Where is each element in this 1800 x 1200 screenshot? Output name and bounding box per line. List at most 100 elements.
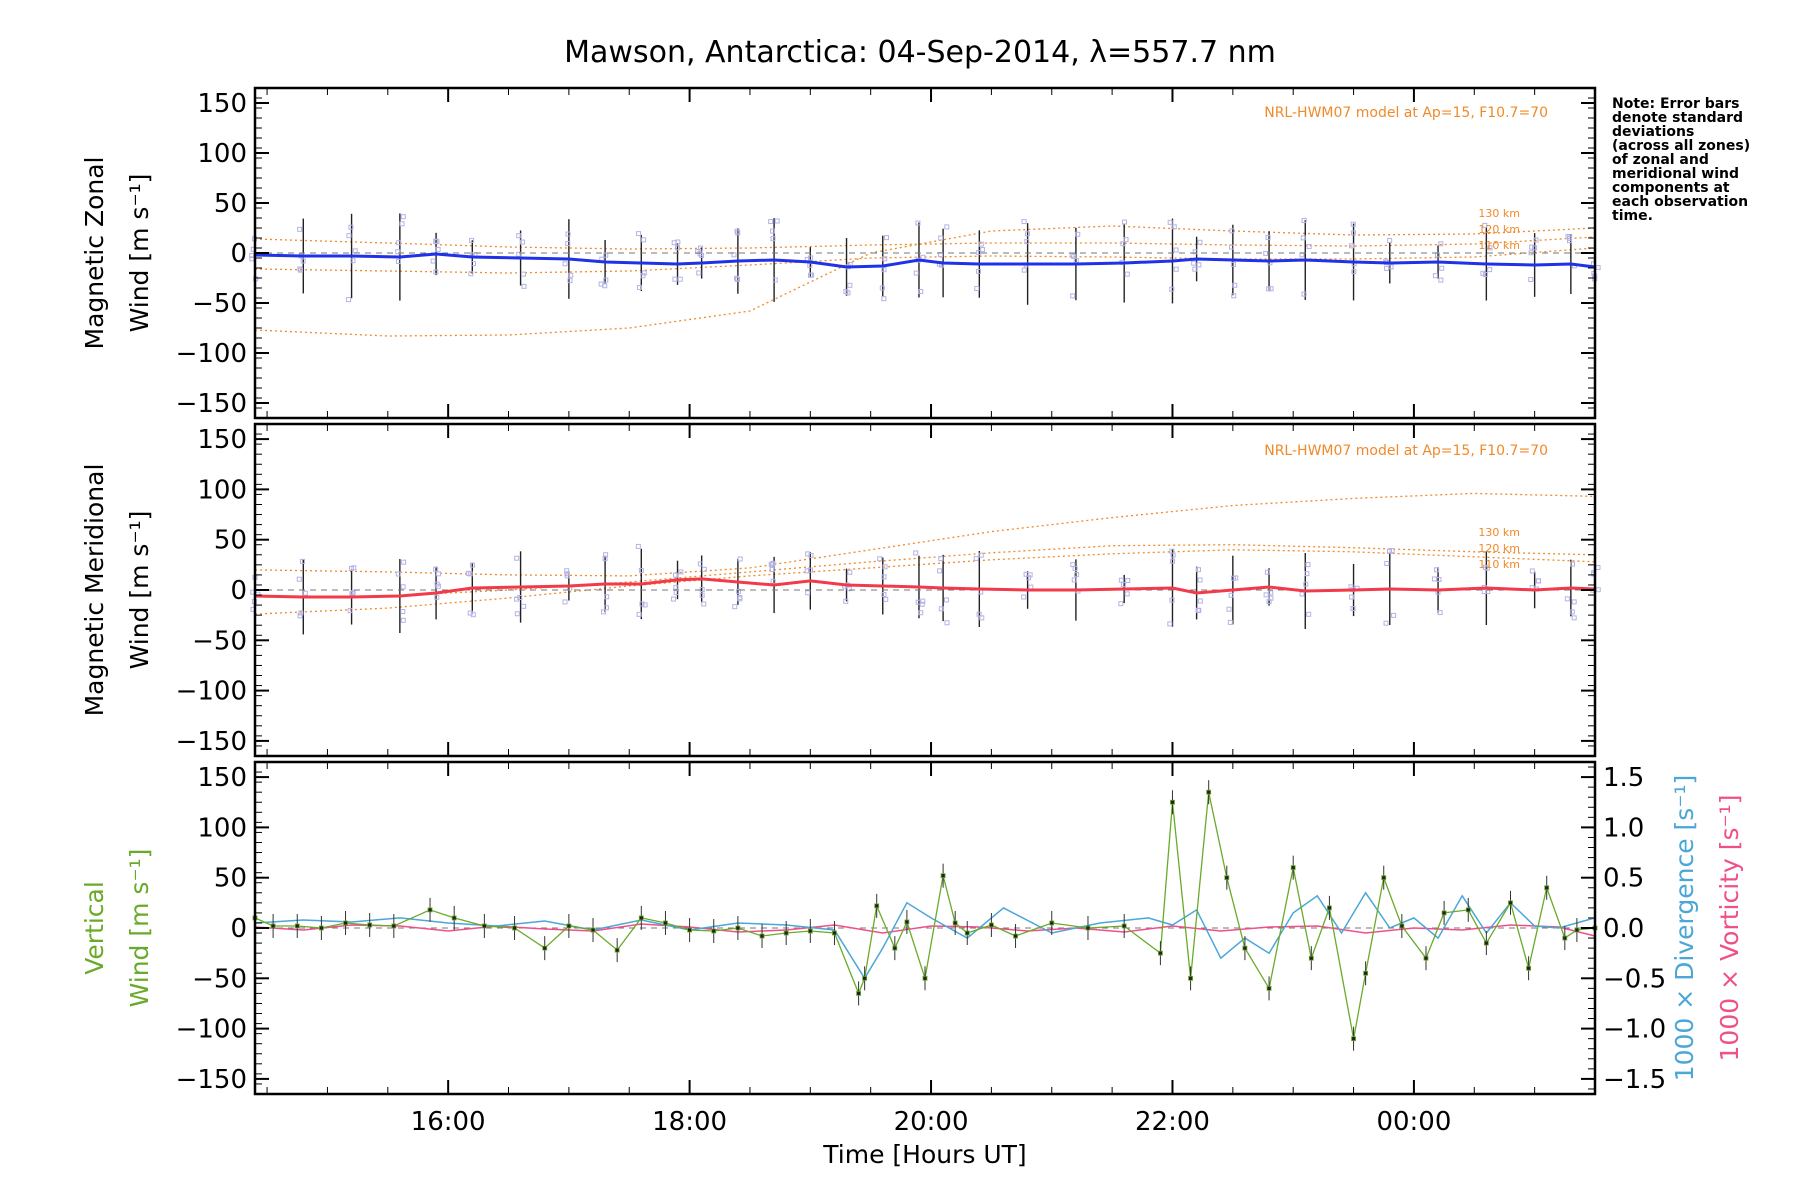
vertical-wind-point <box>638 915 644 921</box>
meridional-zone-point <box>979 615 985 621</box>
zonal-zone-point <box>1566 235 1572 241</box>
zonal-zone-point <box>976 249 982 255</box>
meridional-zone-point <box>299 558 305 564</box>
meridional-zone-point <box>467 610 473 616</box>
meridional-zone-point <box>514 555 520 561</box>
vertical-wind-point <box>1327 905 1332 911</box>
zonal-zone-point <box>396 240 402 246</box>
vertical-wind-point <box>1224 875 1230 881</box>
zonal-zone-point <box>1438 277 1444 283</box>
vertical-wind-point <box>1158 950 1163 956</box>
meridional-ytick-label: 100 <box>197 475 247 505</box>
meridional-zone-point <box>1349 594 1355 600</box>
zonal-zone-point <box>1173 247 1179 253</box>
meridional-zone-point <box>1266 599 1272 605</box>
meridional-zone-point <box>1305 562 1311 568</box>
vertical-axes: 150 100 50 0 −50 −100 −150 1.5 1.0 0.5 0.0 −0.5 −1.0… <box>176 760 1666 1096</box>
meridional-zone-point <box>434 594 440 600</box>
zonal-model-120 <box>254 236 1596 250</box>
zonal-zone-point <box>1482 222 1488 228</box>
vertical-wind-point <box>1544 885 1550 891</box>
zonal-zone-point <box>430 258 436 264</box>
meridional-ytick-label: −50 <box>192 626 247 656</box>
zonal-zone-point <box>640 273 646 279</box>
zonal-zone-point <box>1120 241 1126 247</box>
meridional-zone-point <box>699 592 705 598</box>
meridional-zone-point <box>1021 594 1027 600</box>
meridional-zone-point <box>351 565 357 571</box>
meridional-zone-point <box>302 590 308 596</box>
vorticity-ylabel: 1000 × Vorticity [s⁻¹] <box>1715 795 1744 1062</box>
zonal-zone-point <box>1300 235 1306 241</box>
zonal-zone-point <box>399 221 405 227</box>
meridional-zone-point <box>642 602 648 608</box>
meridional-zone-point <box>1391 612 1397 618</box>
zonal-zone-point <box>915 220 921 226</box>
zonal-zone-point <box>938 235 944 241</box>
meridional-zone-point <box>636 611 642 617</box>
zonal-zone-point <box>1229 244 1235 250</box>
vertical-wind-line <box>254 792 1596 1039</box>
meridional-zone-point <box>701 566 707 572</box>
meridional-zone-point <box>1383 620 1389 626</box>
vertical-wind-point <box>1399 923 1405 929</box>
zonal-zone-point <box>674 245 680 251</box>
x-tick-label: 00:00 <box>1376 1107 1451 1137</box>
vertical-wind-point <box>1013 933 1018 939</box>
x-tick-label: 20:00 <box>894 1107 969 1137</box>
meridional-zone-point <box>1195 607 1201 613</box>
vertical-wind-point <box>711 928 717 934</box>
vertical-wind-point <box>1290 865 1296 871</box>
meridional-zone-point <box>1437 610 1443 616</box>
meridional-zone-point <box>1569 609 1575 615</box>
meridional-zone-point <box>697 561 703 567</box>
meridional-model-110-label: 110 km <box>1478 558 1520 571</box>
zonal-zone-point <box>1024 239 1030 245</box>
meridional-zone-point <box>1167 621 1173 627</box>
zonal-zone-point <box>1532 245 1538 251</box>
meridional-zone-point <box>1571 599 1577 605</box>
zonal-zone-point <box>516 233 522 239</box>
meridional-zone-point <box>603 605 609 611</box>
meridional-zone-point <box>805 590 811 596</box>
zonal-zone-point <box>1350 230 1356 236</box>
meridional-zone-point <box>521 603 527 609</box>
vertical-ytick-label: −50 <box>192 964 247 994</box>
meridional-series <box>254 577 1596 599</box>
zonal-zone-point <box>1232 282 1238 288</box>
meridional-zone-point <box>804 568 810 574</box>
zonal-zone-point <box>1230 261 1236 267</box>
zonal-zone-point <box>881 296 887 302</box>
x-tick-label: 22:00 <box>1135 1107 1210 1137</box>
zonal-zone-point <box>516 251 522 257</box>
x-tick-labels: 16:00 18:00 20:00 22:00 00:00 <box>411 1107 1452 1137</box>
zonal-zone-point <box>1384 265 1390 271</box>
meridional-zone-point <box>973 555 979 561</box>
meridional-zone-point <box>736 588 742 594</box>
zonal-zone-point <box>1529 244 1535 250</box>
meridional-zone-point <box>1169 597 1175 603</box>
vertical-wind-point <box>892 945 898 951</box>
vertical-wind-point <box>735 925 741 931</box>
vertical-wind-point <box>904 919 910 925</box>
zonal-zone-point <box>641 237 647 243</box>
vertical-wind-point <box>1483 940 1489 946</box>
meridional-zone-point <box>564 568 570 574</box>
zonal-model-120-label: 120 km <box>1478 223 1520 236</box>
zonal-model-110-label: 110 km <box>1478 239 1520 252</box>
chart-title: Mawson, Antarctica: 04-Sep-2014, λ=557.7… <box>564 35 1276 70</box>
zonal-zone-point <box>346 233 352 239</box>
zonal-zone-point <box>568 272 574 278</box>
meridional-zone-point <box>1303 581 1309 587</box>
zonal-zone-point <box>395 249 401 255</box>
meridional-zone-point <box>603 552 609 558</box>
zonal-model-130 <box>254 225 1596 337</box>
meridional-zone-point <box>635 543 641 549</box>
vertical-wind-point <box>512 925 517 931</box>
zonal-zone-point <box>1197 239 1203 245</box>
zonal-zone-point <box>602 283 608 289</box>
vertical-wind-point <box>1085 925 1091 931</box>
zonal-zone-point <box>636 284 642 290</box>
vertical-wind-point <box>427 907 433 913</box>
zonal-zone-point <box>1351 269 1357 275</box>
